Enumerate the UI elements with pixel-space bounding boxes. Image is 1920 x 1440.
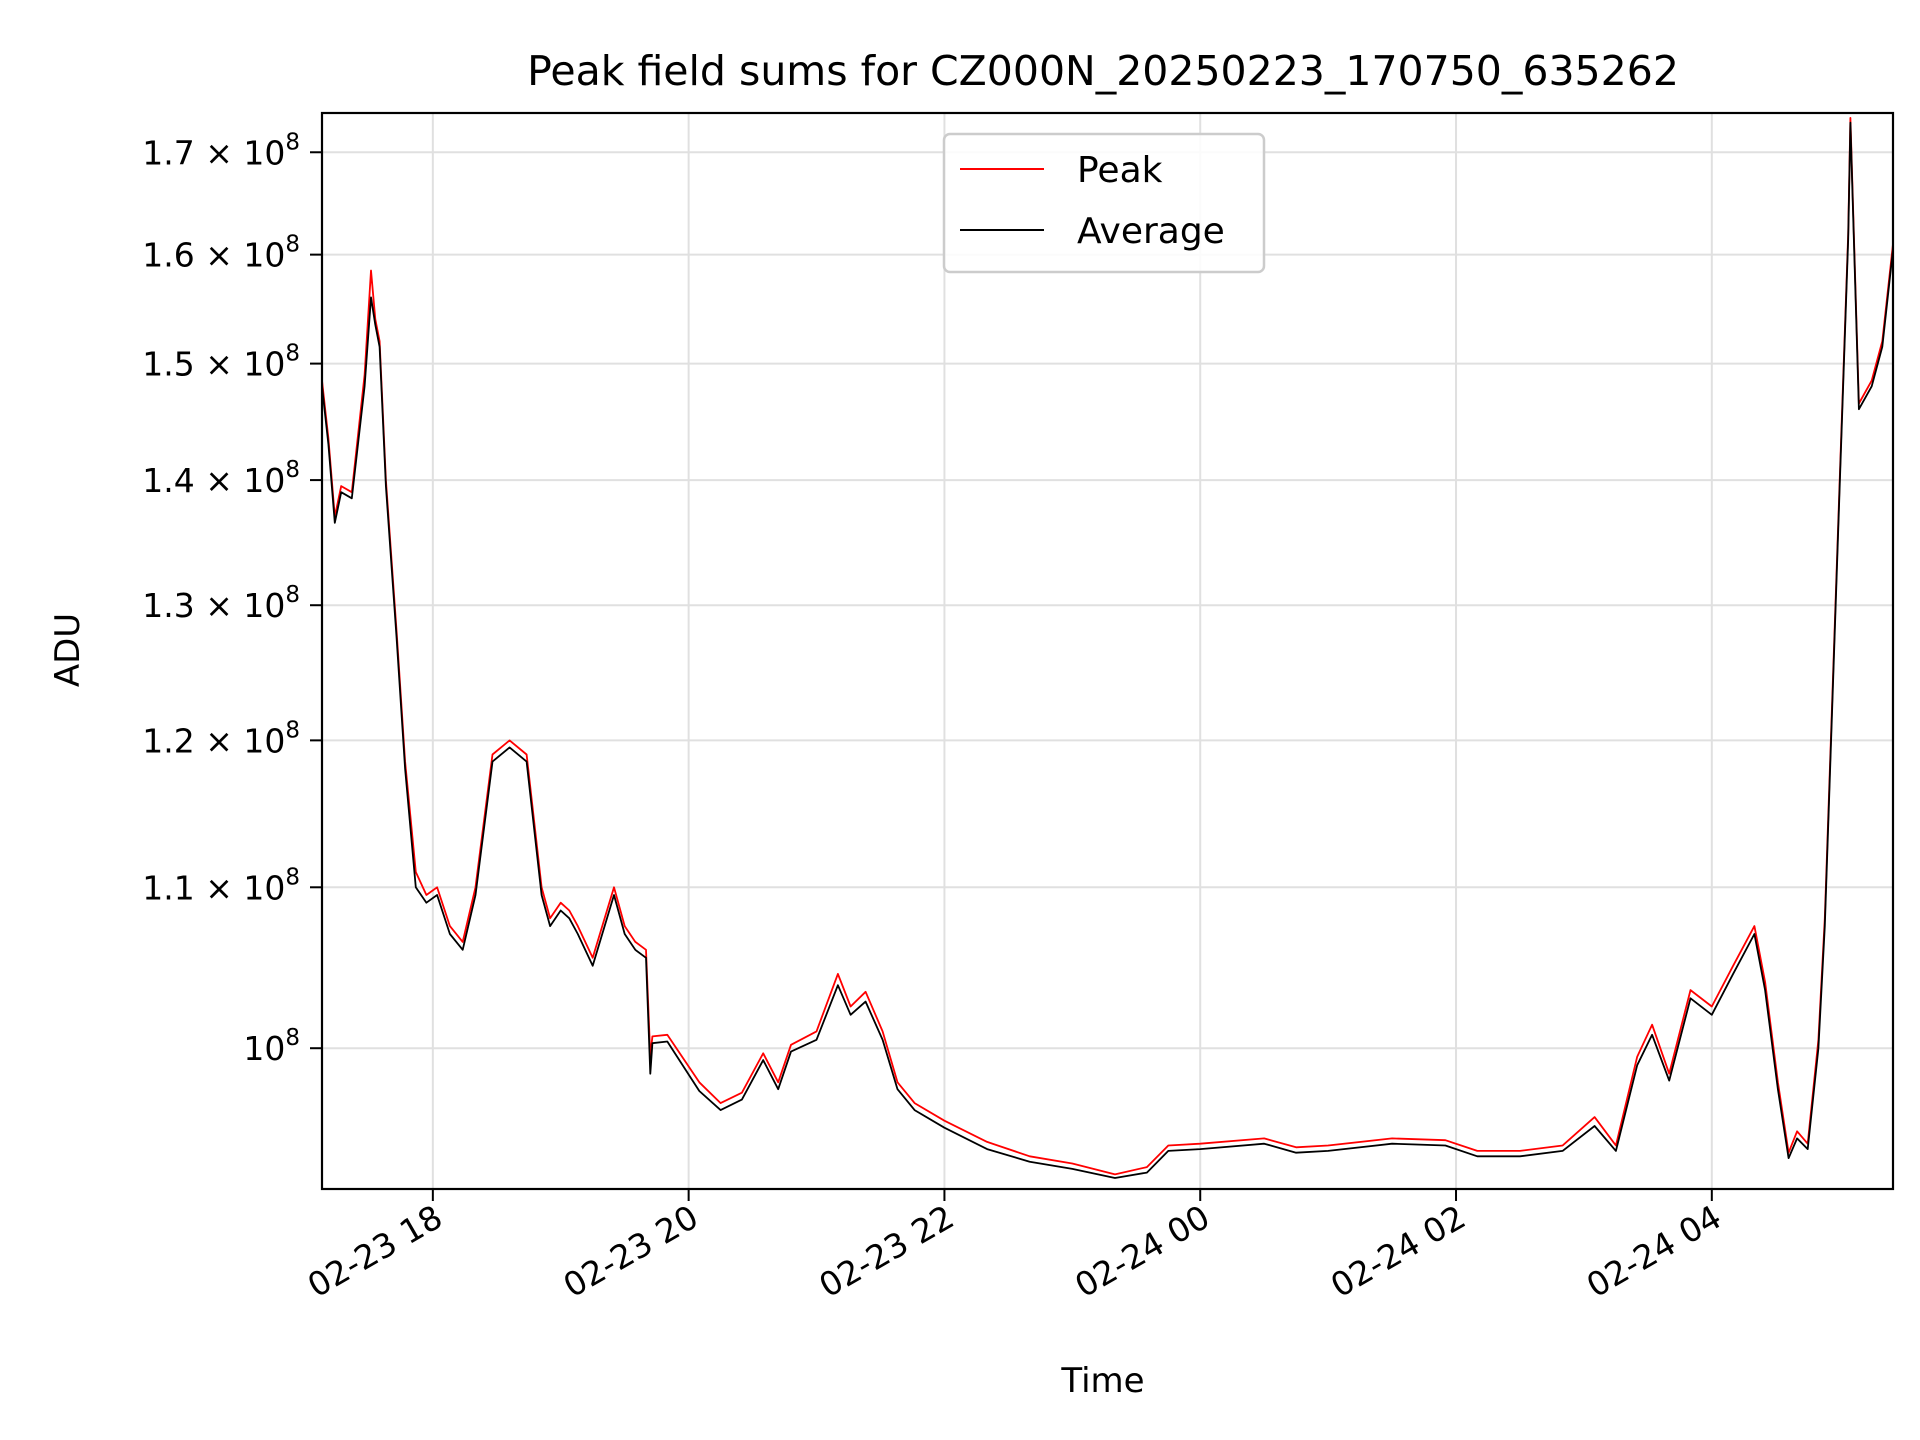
legend-label-average: Average [1077,211,1225,252]
series-lines [322,117,1893,1179]
y-tick-label: 1.6 × 108 [142,232,300,275]
y-tick-label: 1.7 × 108 [142,129,300,172]
chart-title: Peak field sums for CZ000N_20250223_1707… [527,47,1679,95]
legend-label-peak: Peak [1077,150,1163,191]
legend: Peak Average [942,132,1266,274]
y-tick-label: 1.5 × 108 [142,341,300,384]
y-axis: 108 1.1 × 108 1.2 × 108 1.3 × 108 1.4 × 108 1… [142,129,322,1068]
y-tick-label: 108 [243,1025,300,1068]
y-tick-label: 1.1 × 108 [142,864,300,907]
y-axis-title: ADU [48,613,88,687]
y-tick-label: 1.2 × 108 [142,717,300,760]
plot-frame [320,111,1895,1191]
x-axis-title: Time [1060,1361,1144,1401]
y-tick-label: 1.4 × 108 [142,457,300,500]
series-line-average [322,121,1893,1179]
series-line-peak [322,117,1893,1176]
y-tick-label: 1.3 × 108 [142,582,300,625]
